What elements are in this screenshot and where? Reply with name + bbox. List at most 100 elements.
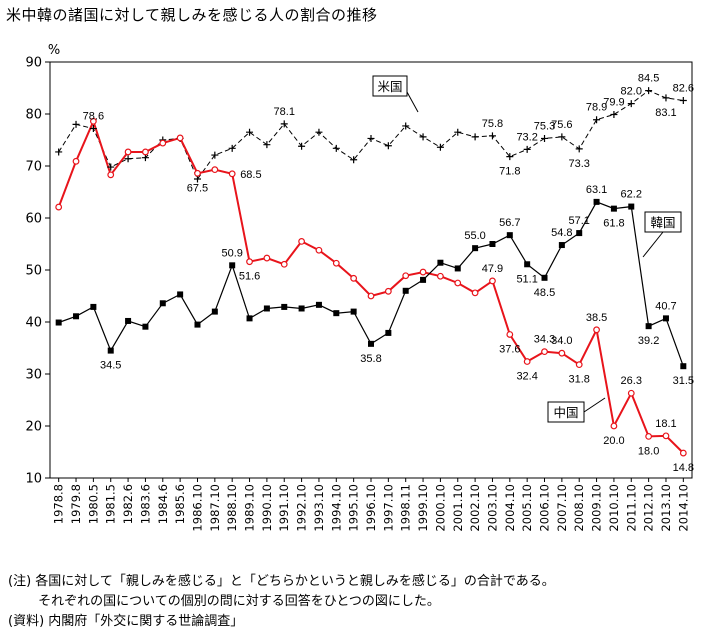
data-label-usa: 83.1 bbox=[655, 107, 676, 119]
x-tick-label: 1988.10 bbox=[225, 484, 239, 532]
x-tick-label: 1995.10 bbox=[347, 484, 361, 532]
x-tick-label: 1980.5 bbox=[86, 484, 100, 524]
marker-china bbox=[350, 274, 358, 282]
x-tick-label: 1987.10 bbox=[208, 484, 222, 532]
data-label-china: 34.3 bbox=[534, 334, 555, 346]
data-label-korea: 63.1 bbox=[586, 184, 607, 196]
marker-usa bbox=[454, 128, 462, 136]
marker-usa bbox=[610, 111, 618, 119]
marker-china bbox=[263, 254, 271, 262]
marker-korea bbox=[437, 259, 444, 266]
x-tick-label: 2010.10 bbox=[607, 484, 621, 532]
marker-korea bbox=[298, 305, 305, 312]
marker-china bbox=[246, 258, 253, 266]
chart-title: 米中韓の諸国に対して親しみを感じる人の割合の推移 bbox=[6, 6, 378, 24]
marker-china bbox=[627, 389, 635, 397]
marker-korea bbox=[333, 310, 340, 317]
data-label-korea: 57.1 bbox=[569, 215, 590, 227]
marker-usa bbox=[72, 120, 80, 128]
marker-usa bbox=[471, 133, 479, 141]
x-tick-label: 1992.10 bbox=[295, 484, 309, 532]
marker-china bbox=[194, 169, 201, 177]
marker-usa bbox=[593, 116, 601, 124]
marker-china bbox=[107, 171, 115, 179]
marker-korea bbox=[211, 308, 218, 315]
marker-korea bbox=[177, 291, 184, 298]
marker-usa bbox=[124, 155, 132, 163]
x-tick-label: 1993.10 bbox=[312, 484, 326, 532]
marker-korea bbox=[263, 305, 270, 312]
data-label-korea: 39.2 bbox=[638, 335, 659, 347]
marker-china bbox=[593, 326, 600, 334]
marker-korea bbox=[645, 323, 652, 330]
marker-korea bbox=[489, 241, 496, 247]
note-line-2: それぞれの国についての個別の問に対する回答をひとつの図にした。 bbox=[8, 594, 440, 609]
marker-usa bbox=[107, 163, 115, 171]
marker-usa bbox=[332, 144, 340, 152]
x-tick-label: 2004.10 bbox=[503, 484, 517, 532]
chart-axes bbox=[49, 61, 693, 479]
x-tick-label: 1982.6 bbox=[121, 484, 135, 524]
data-label-korea: 50.9 bbox=[221, 247, 242, 259]
y-tick-label: 80 bbox=[25, 108, 42, 123]
x-tick-label: 2000.10 bbox=[433, 484, 447, 532]
marker-korea bbox=[90, 303, 97, 310]
y-tick-label: 90 bbox=[25, 56, 42, 71]
marker-china bbox=[610, 422, 618, 430]
data-label-china: 18.1 bbox=[655, 418, 676, 430]
data-label-usa: 79.9 bbox=[603, 97, 624, 109]
marker-china bbox=[558, 349, 566, 357]
y-tick-label: 60 bbox=[25, 212, 42, 227]
marker-korea bbox=[506, 232, 513, 239]
x-tick-label: 2008.10 bbox=[572, 484, 586, 532]
data-label-china: 14.8 bbox=[673, 462, 694, 474]
x-tick-label: 2012.10 bbox=[642, 484, 656, 532]
y-tick-label: 10 bbox=[25, 472, 42, 487]
marker-korea bbox=[281, 303, 288, 310]
data-label-korea: 34.5 bbox=[100, 360, 121, 372]
data-label-china: 31.8 bbox=[569, 374, 590, 386]
marker-usa bbox=[402, 122, 410, 130]
data-label-usa: 73.3 bbox=[569, 158, 590, 170]
marker-korea bbox=[125, 317, 132, 324]
x-tick-label: 1991.10 bbox=[277, 484, 291, 532]
marker-korea bbox=[662, 315, 669, 322]
y-tick-label: 30 bbox=[25, 368, 42, 383]
x-tick-label: 1989.10 bbox=[243, 484, 257, 532]
marker-china bbox=[384, 287, 392, 295]
data-label-china: 51.6 bbox=[239, 271, 260, 283]
data-label-korea: 35.8 bbox=[360, 353, 381, 365]
marker-korea bbox=[368, 340, 374, 347]
marker-korea bbox=[385, 329, 392, 336]
marker-korea bbox=[420, 276, 427, 283]
x-tick-label: 1986.10 bbox=[190, 484, 204, 532]
marker-china bbox=[211, 166, 219, 174]
marker-usa bbox=[384, 142, 392, 150]
data-label-china: 67.5 bbox=[187, 182, 208, 194]
marker-china bbox=[228, 170, 236, 178]
x-tick-label: 2006.10 bbox=[538, 484, 552, 532]
data-label-usa: 73.2 bbox=[516, 131, 537, 143]
marker-china bbox=[419, 268, 427, 276]
marker-korea bbox=[524, 261, 531, 268]
marker-usa bbox=[228, 144, 236, 152]
marker-korea bbox=[55, 319, 62, 326]
marker-china bbox=[89, 117, 97, 125]
x-tick-label: 1990.10 bbox=[260, 484, 274, 532]
marker-usa bbox=[541, 134, 549, 142]
marker-korea bbox=[558, 242, 565, 249]
x-tick-label: 1985.6 bbox=[173, 484, 187, 524]
data-label-china: 32.4 bbox=[516, 371, 537, 383]
marker-korea bbox=[194, 321, 201, 328]
marker-usa bbox=[488, 132, 496, 140]
marker-china bbox=[176, 134, 184, 142]
x-tick-label: 1996.10 bbox=[364, 484, 378, 532]
marker-korea bbox=[159, 300, 166, 307]
x-tick-label: 2002.10 bbox=[468, 484, 482, 532]
y-tick-label: 20 bbox=[25, 420, 42, 435]
legend-box-usa bbox=[372, 75, 408, 97]
marker-korea bbox=[472, 245, 479, 252]
series-markers bbox=[55, 87, 687, 457]
legend-leader-korea bbox=[642, 231, 664, 258]
